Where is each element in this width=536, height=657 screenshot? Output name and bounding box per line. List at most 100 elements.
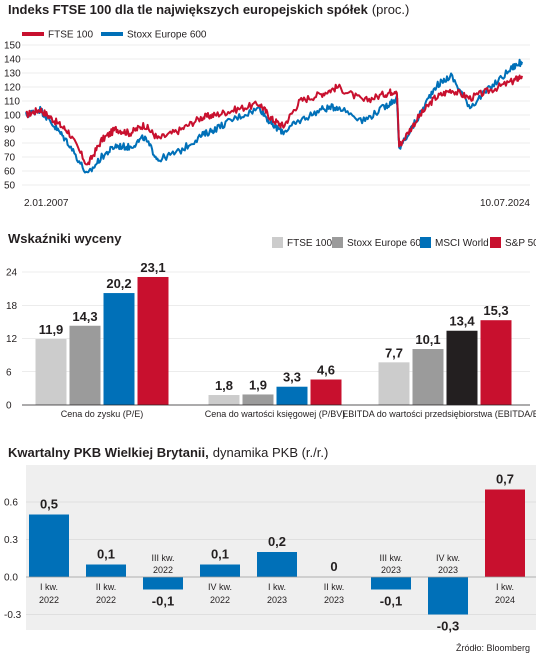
- data-label: 0,1: [97, 547, 115, 562]
- y-tick-label: 50: [4, 181, 16, 192]
- bar: [69, 325, 101, 405]
- chart3-title: Kwartalny PKB Wielkiej Brytanii,: [8, 445, 209, 460]
- quarter-label: II kw.: [96, 582, 117, 592]
- data-label: -0,3: [437, 619, 459, 634]
- bar: [200, 564, 240, 577]
- legend-label-stoxx: Stoxx Europe 600: [127, 30, 207, 41]
- bar: [428, 577, 468, 615]
- bar: [208, 395, 240, 405]
- data-label: 11,9: [39, 322, 64, 337]
- data-label: 0,2: [268, 534, 286, 549]
- line-chart-grid: [22, 44, 530, 186]
- quarter-label: III kw.: [151, 553, 174, 563]
- year-label: 2023: [381, 565, 401, 575]
- line-chart-legend: FTSE 100 Stoxx Europe 600: [22, 30, 207, 41]
- year-label: 2023: [438, 565, 458, 575]
- bar: [35, 339, 67, 405]
- y-tick-label: 110: [4, 97, 20, 108]
- bar: [137, 276, 169, 405]
- chart1-subtitle: (proc.): [372, 2, 410, 17]
- data-label: -0,1: [152, 594, 174, 609]
- legend-label: S&P 500: [505, 238, 536, 249]
- y-tick-label: 90: [4, 125, 16, 136]
- chart3-subtitle: dynamika PKB (r./r.): [213, 445, 329, 460]
- quarter-label: I kw.: [496, 582, 514, 592]
- bar: [276, 386, 308, 405]
- category-label: EBITDA do wartości przedsiębiorstwa (EBI…: [342, 409, 536, 419]
- data-label: 0,5: [40, 497, 58, 512]
- y-tick-label: 18: [6, 301, 18, 312]
- bar: [86, 564, 126, 577]
- source-note: Źródło: Bloomberg: [456, 643, 530, 653]
- y-tick-label: 100: [4, 111, 21, 122]
- chart1-title-line: Indeks FTSE 100 dla tle największych eur…: [8, 2, 409, 17]
- year-label: 2023: [267, 595, 287, 605]
- chart1-title: Indeks FTSE 100 dla tle największych eur…: [8, 2, 369, 17]
- y-tick-label: 150: [4, 41, 21, 52]
- y-tick-label: 12: [6, 334, 18, 345]
- data-label: 23,1: [140, 260, 165, 275]
- quarter-label: I kw.: [40, 582, 58, 592]
- bar: [257, 552, 297, 577]
- year-label: 2024: [495, 595, 515, 605]
- bar: [378, 362, 410, 405]
- data-label: 0,1: [211, 547, 229, 562]
- chart3-title-line: Kwartalny PKB Wielkiej Brytanii, dynamika…: [8, 445, 328, 460]
- legend-swatch: [272, 237, 283, 248]
- y-tick-label: 0.0: [4, 573, 18, 584]
- y-tick-label: 130: [4, 69, 21, 80]
- bar: [480, 320, 512, 405]
- data-label: -0,1: [380, 594, 402, 609]
- y-tick-label: 24: [6, 268, 18, 279]
- legend-swatch: [332, 237, 343, 248]
- quarter-label: II kw.: [324, 582, 345, 592]
- year-label: 2022: [210, 595, 230, 605]
- line-chart-y-axis: 50 60 70 80 90 100 110 120 130 140 150: [4, 41, 21, 192]
- y-tick-label: 70: [4, 153, 16, 164]
- category-label: Cena do wartości księgowej (P/BV): [205, 409, 346, 419]
- year-label: 2023: [324, 595, 344, 605]
- bar: [310, 379, 342, 405]
- legend-swatch: [420, 237, 431, 248]
- data-label: 1,8: [215, 378, 233, 393]
- year-label: 2022: [153, 565, 173, 575]
- data-label: 13,4: [449, 314, 475, 329]
- bar: [143, 577, 183, 590]
- x-start-label: 2.01.2007: [24, 198, 69, 209]
- legend-label: FTSE 100: [287, 238, 332, 249]
- bar: [446, 330, 478, 405]
- quarter-label: IV kw.: [436, 553, 460, 563]
- bar-chart-legend: FTSE 100 Stoxx Europe 600 MSCI World S&P 50…: [272, 237, 536, 249]
- series-line-stoxx: [25, 58, 523, 174]
- quarter-label: III kw.: [379, 553, 402, 563]
- year-label: 2022: [96, 595, 116, 605]
- bar: [103, 293, 135, 405]
- bar: [29, 514, 69, 577]
- legend-swatch: [490, 237, 501, 248]
- y-tick-label: -0.3: [4, 610, 22, 621]
- valuation-bar-chart: 0 6 12 18 24 11,9 14,3 20,2 23,1 Cena do zysku (P…: [6, 260, 536, 419]
- quarter-label: IV kw.: [208, 582, 232, 592]
- data-label: 20,2: [106, 276, 131, 291]
- legend-swatch-stoxx: [101, 32, 123, 36]
- y-tick-label: 0: [6, 401, 12, 412]
- data-label: 4,6: [317, 363, 335, 378]
- y-tick-label: 60: [4, 167, 16, 178]
- y-tick-label: 6: [6, 367, 12, 378]
- y-tick-label: 0.3: [4, 535, 18, 546]
- data-label: 10,1: [415, 332, 440, 347]
- line-chart: FTSE 100 Stoxx Europe 600 50 60 70 80 90 100 1…: [4, 30, 530, 210]
- data-label: 14,3: [72, 309, 97, 324]
- y-tick-label: 120: [4, 83, 21, 94]
- year-label: 2022: [39, 595, 59, 605]
- y-tick-label: 140: [4, 55, 21, 66]
- category-label: Cena do zysku (P/E): [61, 409, 144, 419]
- data-label: 7,7: [385, 345, 403, 360]
- legend-label-ftse: FTSE 100: [48, 30, 93, 41]
- chart2-title: Wskaźniki wyceny: [8, 231, 122, 246]
- data-label: 1,9: [249, 377, 267, 392]
- data-label: 0: [330, 559, 337, 574]
- y-tick-label: 0.6: [4, 498, 18, 509]
- quarter-label: I kw.: [268, 582, 286, 592]
